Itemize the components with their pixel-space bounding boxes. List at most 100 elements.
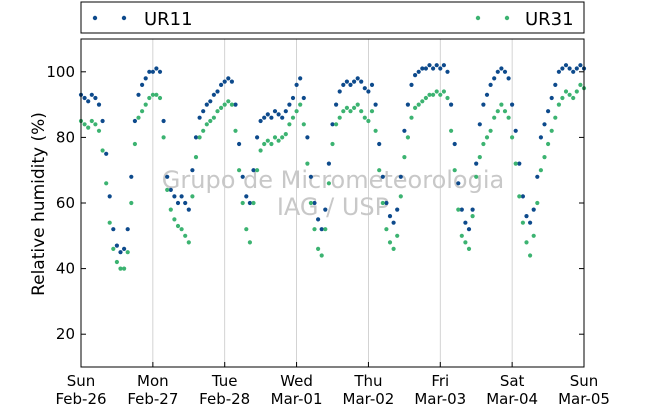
legend-marker-ur31-b [504,15,510,21]
point-ur11-68 [323,207,328,212]
point-ur11-18 [143,76,148,81]
x-tick-day-7: Sun [570,372,599,390]
point-ur11-102 [445,69,450,74]
watermark-line-2: IAG / USP [277,193,389,221]
point-ur31-10 [114,259,119,265]
point-ur11-96 [423,66,428,71]
point-ur31-14 [129,200,134,206]
point-ur11-113 [484,92,490,97]
point-ur31-112 [481,141,486,147]
point-ur11-108 [466,227,472,232]
point-ur11-98 [431,66,436,71]
point-ur31-100 [438,92,443,97]
point-ur11-88 [395,207,400,212]
point-ur31-125 [528,253,533,258]
point-ur11-17 [140,82,145,87]
point-ur11-133 [556,69,562,74]
series-ur31 [78,82,587,271]
point-ur31-43 [233,128,238,133]
point-ur31-81 [369,109,375,114]
point-ur11-128 [538,135,544,140]
point-ur11-65 [312,200,317,206]
point-ur31-77 [355,102,360,107]
point-ur31-26 [172,217,177,222]
point-ur11-82 [373,102,378,107]
legend: UR11 UR31 [80,1,585,34]
point-ur31-116 [495,109,500,114]
point-ur11-130 [546,109,551,114]
point-ur11-115 [492,76,497,81]
point-ur11-107 [463,220,468,225]
point-ur31-58 [287,122,292,127]
point-ur11-74 [344,79,349,84]
x-tick-date-7: Mar-05 [558,390,610,408]
point-ur31-104 [452,168,457,173]
point-ur11-83 [377,141,382,147]
point-ur11-49 [255,135,260,140]
point-ur31-39 [219,105,224,110]
point-ur31-115 [492,115,497,120]
point-ur11-20 [150,69,155,74]
point-ur31-55 [276,138,281,143]
point-ur11-39 [219,82,224,87]
point-ur11-2 [86,99,91,104]
point-ur31-41 [226,99,231,104]
point-ur11-47 [247,200,252,206]
point-ur11-81 [369,82,375,87]
point-ur11-124 [524,214,529,219]
point-ur11-109 [470,207,475,212]
point-ur31-107 [463,240,468,245]
point-ur31-123 [520,220,526,225]
point-ur31-59 [290,115,296,120]
point-ur31-45 [240,200,245,206]
point-ur31-86 [387,240,393,245]
point-ur11-105 [456,181,461,186]
point-ur31-117 [499,102,504,107]
point-ur11-89 [398,174,403,179]
point-ur11-117 [499,66,504,71]
point-ur11-30 [186,207,191,212]
point-ur11-94 [416,69,421,74]
point-ur31-97 [427,92,432,97]
point-ur11-71 [334,102,339,107]
point-ur11-40 [222,79,227,84]
point-ur11-14 [129,174,134,179]
point-ur31-113 [484,135,490,140]
point-ur11-62 [301,95,306,101]
point-ur31-106 [459,233,464,238]
x-tick-day-3: Wed [280,372,313,390]
point-ur11-123 [520,194,526,199]
point-ur11-77 [355,76,360,81]
point-ur11-86 [387,214,393,219]
point-ur31-68 [323,227,328,232]
point-ur31-105 [456,207,461,212]
point-ur31-110 [474,174,479,179]
x-tick-date-6: Mar-04 [486,390,538,408]
point-ur11-9 [111,227,116,232]
point-ur31-72 [337,115,342,120]
point-ur11-13 [125,227,130,232]
point-ur31-82 [373,128,378,133]
point-ur11-122 [517,161,522,166]
point-ur31-22 [157,95,163,101]
point-ur31-69 [326,181,331,186]
point-ur31-62 [301,122,306,127]
point-ur11-60 [294,82,299,87]
x-tick-day-4: Thu [353,372,382,390]
point-ur31-29 [183,233,188,238]
point-ur11-25 [168,187,173,192]
point-ur11-42 [229,79,234,84]
x-tick-date-1: Feb-27 [127,390,178,408]
point-ur31-51 [262,141,267,147]
legend-marker-ur31 [475,15,481,21]
x-tick-date-5: Mar-03 [414,390,466,408]
point-ur31-99 [434,89,439,94]
point-ur11-57 [283,109,288,114]
point-ur31-12 [122,266,127,271]
plot-area [81,39,584,367]
point-ur11-12 [122,246,127,251]
point-ur31-35 [204,122,209,127]
point-ur11-36 [208,99,213,104]
point-ur11-78 [359,79,364,84]
